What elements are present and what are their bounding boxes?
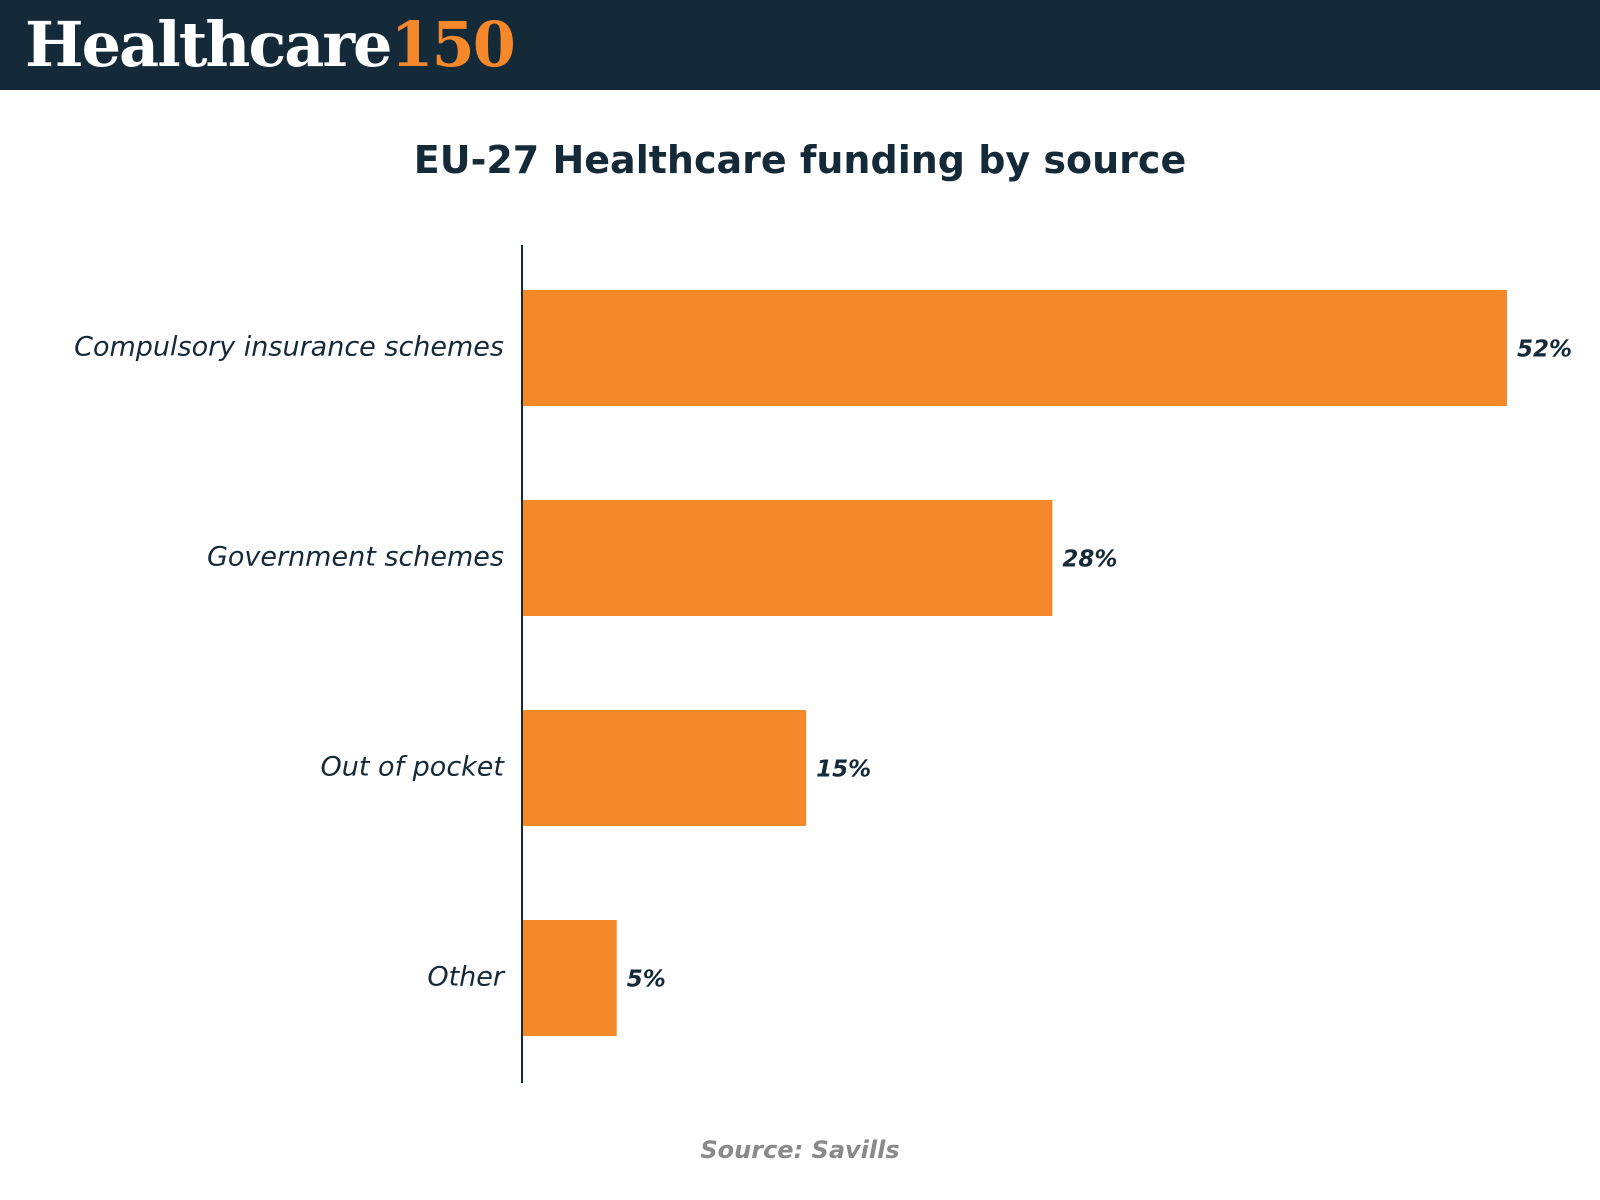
logo-word: Healthcare — [25, 8, 393, 81]
value-label-1: 28% — [1062, 547, 1117, 573]
bar-3 — [522, 920, 617, 1036]
bar-1 — [522, 500, 1053, 616]
value-label-3: 5% — [627, 967, 666, 993]
category-label-1: Government schemes — [207, 542, 504, 573]
value-label-0: 52% — [1517, 337, 1572, 363]
logo-number: 150 — [390, 8, 516, 81]
source-note: Source: Savills — [700, 1136, 900, 1164]
chart-title: EU-27 Healthcare funding by source — [413, 138, 1187, 182]
bars-group: Compulsory insurance schemes 52% Governmen… — [74, 290, 1572, 1036]
bar-2 — [522, 710, 807, 826]
value-label-2: 15% — [816, 757, 871, 783]
category-label-0: Compulsory insurance schemes — [74, 332, 504, 363]
header-bar: Healthcare150 — [0, 0, 1600, 90]
category-label-3: Other — [427, 962, 506, 993]
category-label-2: Out of pocket — [321, 752, 506, 783]
bar-0 — [522, 290, 1507, 406]
brand-logo: Healthcare150 — [25, 2, 516, 88]
